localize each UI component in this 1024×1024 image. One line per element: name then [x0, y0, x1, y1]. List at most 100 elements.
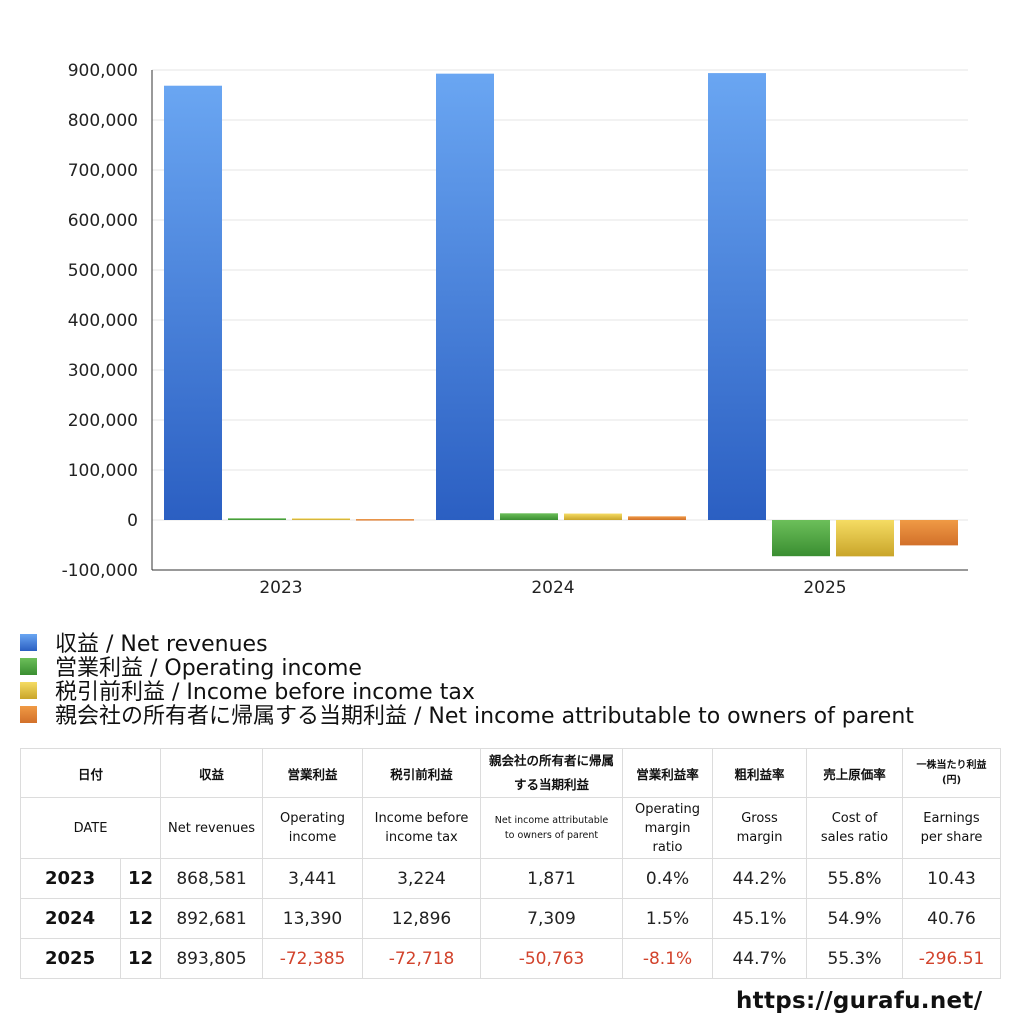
legend-item: 税引前利益 / Income before income tax [20, 678, 914, 705]
value-cell: 45.1% [712, 898, 808, 939]
value-cell: 893,805 [160, 938, 264, 979]
value-cell: 3,224 [362, 858, 482, 899]
header-cell: Cost of sales ratio [806, 797, 904, 859]
month-cell: 12 [119, 938, 162, 979]
header-cell: Earnings per share [902, 797, 1002, 859]
table-row: 2023 12 868,581 3,441 3,224 1,871 0.4% 4… [20, 858, 1002, 899]
value-cell: 13,390 [262, 898, 364, 939]
header-cell: 日付 [19, 748, 162, 798]
bar [900, 520, 958, 546]
month-cell: 12 [119, 898, 162, 939]
x-tick-label: 2024 [531, 578, 574, 598]
y-tick-label: 200,000 [68, 411, 138, 431]
legend-item: 収益 / Net revenues [20, 630, 914, 657]
value-cell: 44.2% [712, 858, 808, 899]
bar [708, 73, 766, 520]
legend-item: 親会社の所有者に帰属する当期利益 / Net income attributab… [20, 702, 914, 729]
legend-label: 営業利益 / Operating income [55, 656, 362, 681]
y-tick-label: 600,000 [68, 211, 138, 231]
value-cell: -8.1% [622, 938, 714, 979]
y-tick-label: -100,000 [62, 561, 138, 581]
legend-label: 親会社の所有者に帰属する当期利益 / Net income attributab… [55, 704, 914, 729]
value-cell: 40.76 [902, 898, 1002, 939]
bar [436, 73, 494, 521]
header-cell: Net income attributable to owners of par… [480, 797, 624, 859]
legend-label: 収益 / Net revenues [55, 632, 268, 657]
value-cell: 1.5% [622, 898, 714, 939]
header-cell: 一株当たり利益(円) [902, 748, 1002, 798]
y-tick-label: 900,000 [68, 61, 138, 81]
financial-table: 日付 収益 営業利益 税引前利益 親会社の所有者に帰属する当期利益 営業利益率 … [19, 748, 1002, 979]
header-cell: DATE [19, 797, 162, 859]
y-tick-label: 800,000 [68, 111, 138, 131]
value-cell: -296.51 [902, 938, 1002, 979]
value-cell: 44.7% [712, 938, 808, 979]
bar [164, 85, 222, 520]
value-cell: 3,441 [262, 858, 364, 899]
value-cell: 868,581 [160, 858, 264, 899]
source-url: https://gurafu.net/ [736, 988, 983, 1014]
value-cell: 0.4% [622, 858, 714, 899]
header-cell: Operating income [262, 797, 364, 859]
header-cell: Gross margin [712, 797, 808, 859]
value-cell: 54.9% [806, 898, 904, 939]
y-tick-label: 700,000 [68, 161, 138, 181]
header-row-en: DATE Net revenues Operating income Incom… [19, 797, 1002, 859]
axes [151, 70, 968, 571]
value-cell: 10.43 [902, 858, 1002, 899]
y-axis-ticks: 900,000 800,000 700,000 600,000 500,000 400,0… [62, 61, 138, 581]
header-cell: 営業利益 [262, 748, 364, 798]
value-cell: 7,309 [480, 898, 624, 939]
year-cell: 2023 [20, 858, 121, 899]
legend-label: 税引前利益 / Income before income tax [55, 680, 475, 705]
year-cell: 2025 [20, 938, 121, 979]
header-cell: Income before income tax [362, 797, 482, 859]
legend-swatch [20, 705, 37, 723]
header-cell: Net revenues [160, 797, 264, 859]
value-cell: 55.8% [806, 858, 904, 899]
value-cell: -50,763 [480, 938, 624, 979]
x-tick-label: 2023 [259, 578, 302, 598]
x-axis-ticks: 2023 2024 2025 [259, 578, 846, 598]
value-cell: -72,718 [362, 938, 482, 979]
y-tick-label: 100,000 [68, 461, 138, 481]
legend-item: 営業利益 / Operating income [20, 654, 914, 681]
y-tick-label: 300,000 [68, 361, 138, 381]
y-tick-label: 0 [127, 511, 138, 531]
bar [628, 516, 686, 520]
value-cell: 12,896 [362, 898, 482, 939]
y-tick-label: 500,000 [68, 261, 138, 281]
legend: 収益 / Net revenues 営業利益 / Operating incom… [20, 630, 914, 729]
legend-swatch [20, 681, 37, 699]
legend-swatch [20, 657, 37, 675]
header-cell: 営業利益率 [622, 748, 714, 798]
header-cell: 親会社の所有者に帰属する当期利益 [480, 748, 624, 798]
month-cell: 12 [119, 858, 162, 899]
table-row: 2025 12 893,805 -72,385 -72,718 -50,763 … [20, 938, 1002, 979]
bar [292, 518, 350, 520]
header-cell: 収益 [160, 748, 264, 798]
header-cell: 売上原価率 [806, 748, 904, 798]
bar [228, 518, 286, 520]
header-text: 親会社の所有者に帰属する当期利益 [489, 753, 615, 792]
y-tick-label: 400,000 [68, 311, 138, 331]
bar [836, 520, 894, 557]
value-cell: 55.3% [806, 938, 904, 979]
header-cell: 税引前利益 [362, 748, 482, 798]
table-row: 2024 12 892,681 13,390 12,896 7,309 1.5%… [20, 898, 1002, 939]
value-cell: -72,385 [262, 938, 364, 979]
grid-lines [152, 69, 968, 521]
bars [164, 73, 958, 557]
legend-swatch [20, 633, 37, 651]
x-tick-label: 2025 [803, 578, 846, 598]
bar [564, 513, 622, 520]
value-cell: 892,681 [160, 898, 264, 939]
bar-chart: 900,000 800,000 700,000 600,000 500,000 400,0… [62, 61, 968, 598]
year-cell: 2024 [20, 898, 121, 939]
header-row-jp: 日付 収益 営業利益 税引前利益 親会社の所有者に帰属する当期利益 営業利益率 … [19, 748, 1002, 798]
bar [772, 520, 830, 557]
header-cell: 粗利益率 [712, 748, 808, 798]
header-cell: Operating margin ratio [622, 797, 714, 859]
bar [500, 513, 558, 520]
value-cell: 1,871 [480, 858, 624, 899]
